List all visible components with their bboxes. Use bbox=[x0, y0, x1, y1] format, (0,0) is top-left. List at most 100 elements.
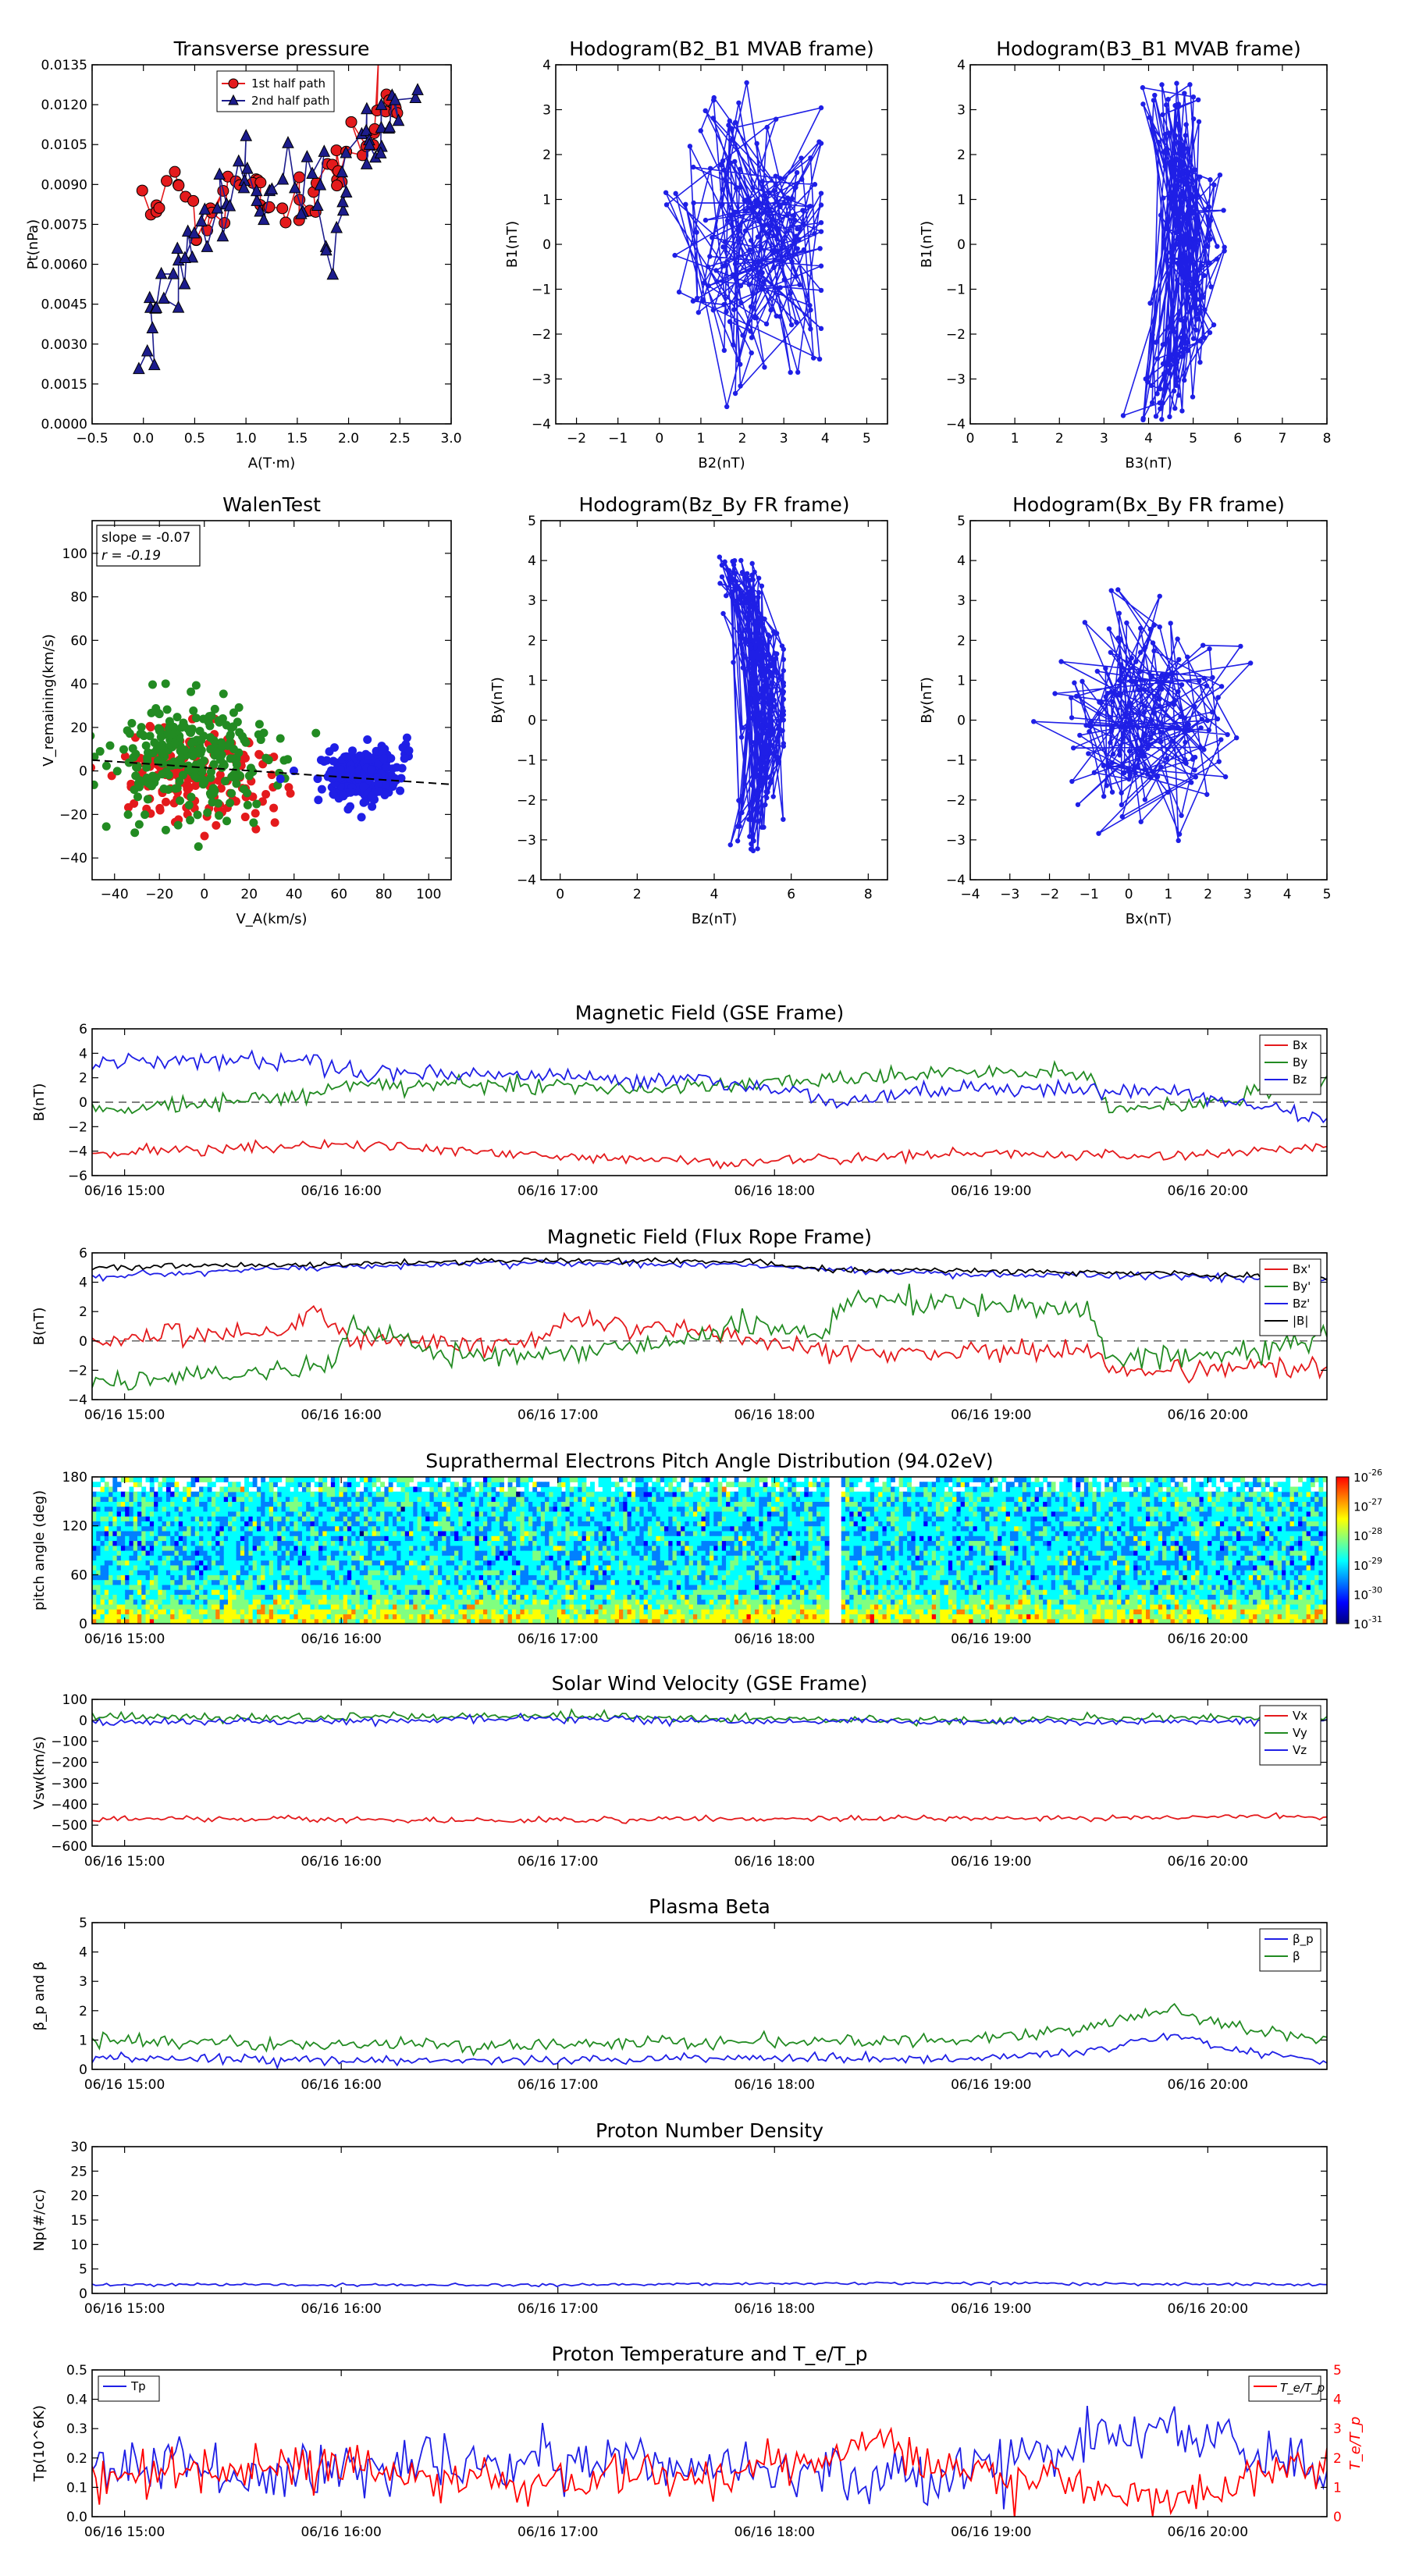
data-point bbox=[150, 301, 163, 313]
hodo-b2b1-xtick: 1 bbox=[697, 431, 706, 447]
hodogram-point bbox=[1141, 732, 1147, 738]
transverse-frame bbox=[91, 64, 452, 425]
hodogram-point bbox=[1154, 774, 1161, 780]
hodogram-point bbox=[771, 660, 777, 666]
hodogram-point bbox=[1101, 793, 1107, 799]
mag-gse-title: Magnetic Field (GSE Frame) bbox=[575, 1002, 844, 1024]
hodogram-point bbox=[720, 187, 725, 192]
data-point bbox=[140, 343, 154, 357]
data-point bbox=[314, 177, 327, 190]
hodo-bxby-xtick: 5 bbox=[1323, 887, 1332, 902]
mag-fr-ytick: 6 bbox=[79, 1246, 87, 1261]
hodo-bzby-ytick: −1 bbox=[517, 753, 536, 769]
hodogram-point bbox=[721, 263, 727, 269]
hodo-b2b1-ytick: −2 bbox=[532, 327, 551, 343]
mag-gse-ytick: −2 bbox=[68, 1119, 87, 1135]
temp-frame bbox=[91, 2369, 1328, 2517]
hodogram-point bbox=[1222, 244, 1227, 250]
hodogram-point bbox=[818, 202, 824, 208]
hodo-bxby-xtick: −2 bbox=[1040, 887, 1059, 902]
vsw-xtick: 06/16 19:00 bbox=[951, 1854, 1031, 1870]
scatter-point-red bbox=[216, 784, 226, 793]
scatter-point-green bbox=[92, 753, 99, 762]
hodogram-point bbox=[754, 791, 759, 797]
hodogram-point bbox=[1167, 725, 1173, 731]
temp-ytick: 0.2 bbox=[66, 2451, 87, 2467]
hodogram-point bbox=[1160, 112, 1165, 118]
legend-label: Vz bbox=[1293, 1743, 1307, 1757]
mag-gse-xtick: 06/16 20:00 bbox=[1168, 1183, 1248, 1199]
beta-ytick: 2 bbox=[79, 2004, 87, 2019]
walen-plot bbox=[92, 679, 451, 852]
hodogram-point bbox=[1193, 215, 1198, 222]
hodogram-point bbox=[817, 246, 823, 251]
scatter-point-green bbox=[184, 800, 194, 809]
legend-label: Bx' bbox=[1293, 1262, 1311, 1276]
hodogram-point bbox=[789, 259, 795, 265]
hodogram-point bbox=[1101, 763, 1106, 769]
scatter-point-green bbox=[164, 770, 173, 780]
data-point bbox=[237, 180, 251, 194]
hodogram-point bbox=[1142, 767, 1147, 773]
hodogram-point bbox=[1120, 413, 1126, 418]
data-point bbox=[373, 52, 384, 63]
hodogram-point bbox=[1158, 212, 1164, 218]
hodogram-point bbox=[1161, 371, 1167, 377]
hodogram-point bbox=[1031, 719, 1037, 724]
hodogram-point bbox=[1158, 406, 1163, 411]
hodogram-point bbox=[733, 578, 739, 584]
hodogram-point bbox=[1091, 770, 1097, 775]
temp-ytick2: 0 bbox=[1333, 2510, 1342, 2525]
scatter-point-green bbox=[139, 731, 148, 741]
hodogram-point bbox=[737, 633, 743, 639]
scatter-point-blue bbox=[382, 762, 391, 771]
data-point bbox=[330, 144, 343, 157]
hodogram-point bbox=[781, 688, 786, 695]
hodogram-point bbox=[812, 231, 817, 237]
hodo-b3b1-xtick: 1 bbox=[1011, 431, 1019, 447]
hodogram-point bbox=[781, 817, 786, 822]
temp-ytick: 0.5 bbox=[66, 2363, 87, 2379]
hodo-bzby-ylabel: By(nT) bbox=[489, 677, 506, 723]
hodogram-point bbox=[1201, 272, 1207, 279]
scatter-point-blue bbox=[380, 780, 389, 789]
hodogram-point bbox=[791, 213, 797, 219]
hodogram-point bbox=[1183, 280, 1188, 286]
hodogram-point bbox=[1171, 702, 1177, 707]
hodogram-point bbox=[1133, 659, 1139, 664]
scatter-point-blue bbox=[375, 787, 384, 796]
data-point bbox=[289, 180, 301, 194]
hodogram-point bbox=[1082, 620, 1088, 625]
scatter-point-red bbox=[284, 783, 293, 792]
legend-label: Vx bbox=[1293, 1709, 1307, 1723]
hodogram-point bbox=[1193, 279, 1199, 286]
hodogram-point bbox=[1161, 195, 1166, 201]
scatter-point-green bbox=[176, 796, 185, 806]
data-point bbox=[389, 93, 401, 105]
hodogram-point bbox=[738, 283, 744, 289]
transverse-ytick: 0.0030 bbox=[41, 337, 87, 353]
hodogram-point bbox=[728, 126, 735, 131]
hodogram-point bbox=[1159, 82, 1165, 87]
data-point bbox=[336, 165, 349, 178]
scatter-point-blue bbox=[336, 774, 345, 783]
hodo-bzby-ytick: 3 bbox=[528, 593, 536, 609]
data-point bbox=[282, 136, 294, 148]
hodogram-point bbox=[1207, 329, 1213, 336]
data-point bbox=[320, 243, 333, 256]
hodogram-point bbox=[1233, 735, 1240, 741]
scatter-point-blue bbox=[392, 763, 401, 772]
walen-xtick: 20 bbox=[240, 887, 258, 902]
hodogram-point bbox=[1097, 699, 1102, 705]
scatter-point-green bbox=[243, 788, 252, 798]
transverse-ytick: 0.0105 bbox=[41, 137, 87, 153]
hodogram-point bbox=[1202, 335, 1208, 341]
data-point bbox=[186, 250, 199, 263]
annotation-r: r = -0.19 bbox=[101, 548, 161, 564]
scatter-point-green bbox=[254, 720, 264, 729]
hodogram-point bbox=[1124, 620, 1129, 626]
mag-fr-panel bbox=[92, 1257, 1327, 1391]
np-xtick: 06/16 15:00 bbox=[84, 2301, 165, 2317]
transverse-ytick: 0.0090 bbox=[41, 177, 87, 193]
hodogram-point bbox=[759, 755, 765, 760]
